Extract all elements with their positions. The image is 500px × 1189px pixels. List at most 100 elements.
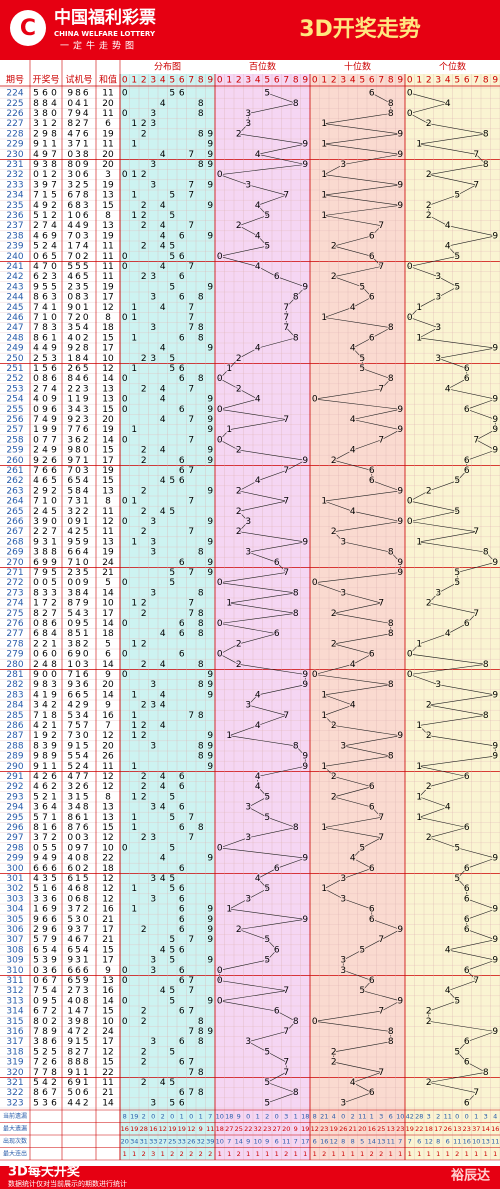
distribution-digit: 8 xyxy=(198,823,204,833)
position-digit: 2 xyxy=(236,221,242,231)
distribution-digit: 6 xyxy=(179,89,185,99)
position-digit: 1 xyxy=(321,119,327,129)
distribution-digit: 7 xyxy=(188,497,194,507)
position-digit: 6 xyxy=(464,466,470,476)
position-digit: 9 xyxy=(397,517,403,527)
distribution-digit: 7 xyxy=(188,1027,194,1037)
sum: 11 xyxy=(102,762,113,772)
period: 257 xyxy=(6,425,23,435)
position-digit: 4 xyxy=(255,201,261,211)
stat-value: 10 xyxy=(254,1137,262,1145)
distribution-digit: 9 xyxy=(207,956,213,966)
position-digit: 2 xyxy=(236,486,242,496)
distribution-digit: 0 xyxy=(122,619,128,629)
sum: 8 xyxy=(105,313,111,323)
draw-digit: 7 xyxy=(51,976,57,986)
draw-digit: 9 xyxy=(42,180,48,190)
distribution-digit: 7 xyxy=(188,1058,194,1068)
position-digit: 5 xyxy=(264,884,270,894)
distribution-digit: 9 xyxy=(207,150,213,160)
distribution-digit: 8 xyxy=(198,680,204,690)
position-digit: 0 xyxy=(312,578,318,588)
draw-digit: 6 xyxy=(42,915,48,925)
test-number: 091 xyxy=(67,517,90,527)
position-digit: 2 xyxy=(426,782,432,792)
stat-value: 1 xyxy=(389,1150,393,1158)
distribution-digit: 4 xyxy=(160,874,166,884)
distribution-digit: 1 xyxy=(131,884,137,894)
distribution-digit: 3 xyxy=(150,517,156,527)
stat-value: 1 xyxy=(341,1150,345,1158)
stat-value: 14 xyxy=(482,1125,490,1133)
sum: 19 xyxy=(102,129,114,139)
sum: 11 xyxy=(102,272,113,282)
sum: 24 xyxy=(102,1027,114,1037)
distribution-digit: 9 xyxy=(207,925,213,935)
distribution-digit: 2 xyxy=(141,1058,147,1068)
distribution-digit: 1 xyxy=(131,792,137,802)
period: 234 xyxy=(6,191,23,201)
draw-digit: 3 xyxy=(51,323,57,333)
period: 235 xyxy=(6,201,23,211)
sum: 17 xyxy=(102,956,113,966)
period: 227 xyxy=(6,119,23,129)
column-header: 和值 xyxy=(99,74,117,86)
distribution-digit: 1 xyxy=(131,690,137,700)
digit-header: 8 xyxy=(198,76,204,86)
distribution-digit: 0 xyxy=(122,262,128,272)
stat-value: 1 xyxy=(427,1150,431,1158)
position-digit: 9 xyxy=(397,129,403,139)
distribution-digit: 2 xyxy=(141,772,147,782)
stat-value: 4 xyxy=(493,1112,497,1120)
position-digit: 8 xyxy=(388,680,394,690)
position-digit: 9 xyxy=(492,425,498,435)
sum: 16 xyxy=(102,711,114,721)
draw-digit: 7 xyxy=(42,813,48,823)
distribution-digit: 7 xyxy=(188,599,194,609)
position-digit: 6 xyxy=(369,905,375,915)
sum: 10 xyxy=(102,843,114,853)
draw-digit: 0 xyxy=(51,497,57,507)
digit-header: 9 xyxy=(207,76,213,86)
distribution-digit: 1 xyxy=(131,905,137,915)
position-digit: 2 xyxy=(331,456,337,466)
stat-value: 21 xyxy=(349,1125,357,1133)
distribution-digit: 5 xyxy=(169,211,175,221)
draw-digit: 2 xyxy=(33,221,39,231)
period: 259 xyxy=(6,446,23,456)
draw-digit: 2 xyxy=(33,660,39,670)
draw-digit: 2 xyxy=(51,782,57,792)
stat-value: 11 xyxy=(358,1112,366,1120)
position-digit: 5 xyxy=(454,874,460,884)
distribution-digit: 5 xyxy=(169,242,175,252)
stat-value: 14 xyxy=(235,1137,243,1145)
stat-value: 23 xyxy=(320,1125,328,1133)
position-digit: 3 xyxy=(245,548,251,558)
stat-value: 12 xyxy=(425,1137,433,1145)
distribution-digit: 2 xyxy=(141,211,147,221)
position-digit: 2 xyxy=(236,446,242,456)
test-number: 879 xyxy=(67,599,90,609)
stat-value: 11 xyxy=(206,1125,214,1133)
position-digit: 6 xyxy=(274,558,280,568)
test-number: 664 xyxy=(67,548,90,558)
draw-digit: 2 xyxy=(51,1078,57,1088)
position-digit: 7 xyxy=(283,303,289,313)
sum: 14 xyxy=(102,690,114,700)
distribution-digit: 6 xyxy=(179,1058,185,1068)
digit-header: 0 xyxy=(217,76,223,86)
position-digit: 4 xyxy=(445,384,451,394)
distribution-digit: 9 xyxy=(207,752,213,762)
draw-digit: 9 xyxy=(51,690,57,700)
test-number: 971 xyxy=(67,456,90,466)
brand: 中国福利彩票 xyxy=(54,7,156,28)
distribution-digit: 0 xyxy=(122,405,128,415)
period: 272 xyxy=(6,578,23,588)
sum: 15 xyxy=(102,476,113,486)
draw-digit: 6 xyxy=(33,558,39,568)
distribution-digit: 1 xyxy=(131,333,137,343)
distribution-digit: 6 xyxy=(179,915,185,925)
stat-value: 2 xyxy=(180,1150,184,1158)
digit-header: 9 xyxy=(492,76,498,86)
position-digit: 1 xyxy=(226,905,232,915)
